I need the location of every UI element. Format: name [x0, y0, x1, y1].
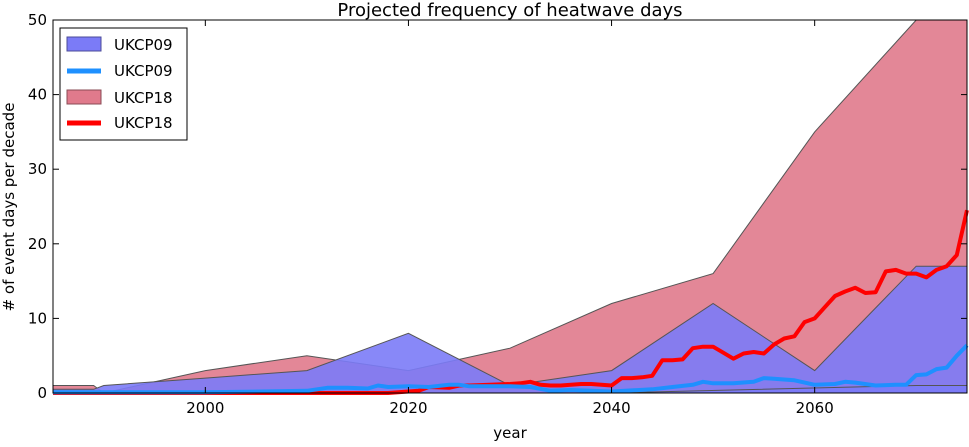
tick-layer: 2000 2020 2040 2060 0 10 20 30 40 50 [28, 11, 967, 417]
legend-label-ukcp18-range: UKCP18 [114, 89, 173, 107]
legend: UKCP09 UKCP09 UKCP18 UKCP18 [59, 27, 188, 141]
legend-label-ukcp09-range: UKCP09 [114, 36, 173, 54]
x-axis-label: year [493, 424, 527, 442]
y-tick-label: 50 [28, 11, 47, 29]
plot-frame [52, 19, 968, 394]
legend-swatch-ukcp09-range [66, 36, 102, 52]
legend-swatch-ukcp18-range [66, 89, 102, 105]
y-tick-label: 0 [37, 384, 47, 402]
x-tick-label: 2040 [592, 399, 630, 417]
y-tick-label: 40 [28, 86, 47, 104]
area-ukcp18-0 [52, 19, 968, 394]
x-tick-label: 2000 [186, 399, 224, 417]
x-tick-label: 2060 [796, 399, 834, 417]
y-axis-label: # of event days per decade [0, 103, 18, 312]
y-tick-label: 20 [28, 235, 47, 253]
x-tick-label: 2020 [389, 399, 427, 417]
legend-label-ukcp18-line: UKCP18 [114, 114, 173, 132]
y-tick-label: 10 [28, 309, 47, 327]
line-series-layer [53, 209, 969, 395]
line-ukcp09-4 [53, 343, 969, 395]
area-series-layer [52, 19, 968, 394]
legend-label-ukcp09-line: UKCP09 [114, 62, 173, 80]
y-tick-label: 30 [28, 160, 47, 178]
chart-title: Projected frequency of heatwave days [337, 0, 682, 21]
